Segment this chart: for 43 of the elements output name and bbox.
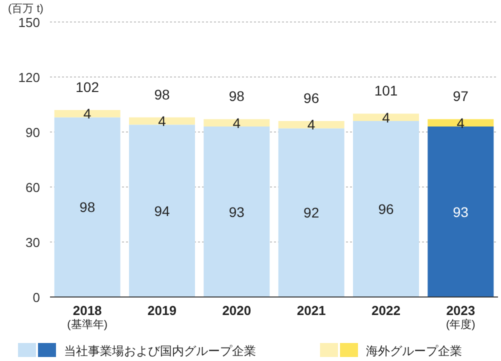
total-label: 97 [452,88,469,104]
data-label: 4 [232,114,241,131]
x-tick-label: 2018 (基準年) [67,303,108,331]
bar [54,117,120,297]
data-label: 93 [452,204,469,220]
data-label: 93 [228,204,245,220]
total-label: 96 [304,90,320,106]
y-axis-title: (百万 t) [8,3,44,15]
bar [428,119,494,126]
total-label: 98 [228,88,245,104]
bar [428,126,494,297]
y-tick-label: 120 [18,70,40,85]
data-label: 4 [382,109,390,126]
legend-label: 当社事業場および国内グループ企業 [64,344,256,358]
x-tick-label: 2019 [148,303,176,318]
bar [278,121,344,128]
y-tick-label: 150 [18,15,40,30]
data-label: 98 [80,199,96,216]
bar [129,124,195,297]
bar [204,119,270,126]
total-label: 102 [76,79,100,95]
bar [54,110,120,118]
data-label: 4 [83,106,92,122]
data-label: 92 [304,204,320,221]
bar [278,128,344,297]
x-tick-label: 2021 [296,303,326,318]
x-tick-label: 2020 [222,303,252,318]
legend-label: 海外グループ企業 [366,344,462,358]
data-label: 4 [158,113,166,129]
x-tick-label: 2022 [372,303,400,318]
total-label: 101 [374,82,398,99]
y-tick-label: 30 [26,235,40,250]
data-label: 94 [154,202,170,219]
data-label: 96 [378,201,394,217]
bar [353,114,419,121]
y-tick-label: 90 [26,125,40,140]
x-tick-label: 2023 (年度) [446,303,476,331]
y-tick-label: 60 [26,180,40,195]
bar [353,121,419,297]
data-label: 4 [307,116,316,133]
y-tick-label: 0 [32,290,40,305]
bar [204,126,270,297]
total-label: 98 [154,86,170,102]
